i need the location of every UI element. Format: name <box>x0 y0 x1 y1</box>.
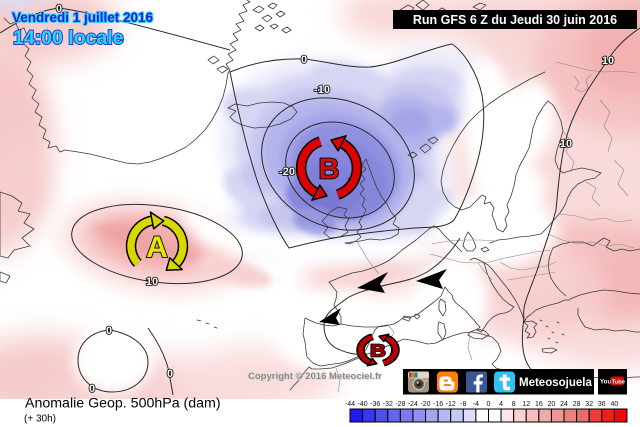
svg-text:0: 0 <box>487 401 491 408</box>
svg-text:Run GFS 6 Z du Jeudi 30 juin 2: Run GFS 6 Z du Jeudi 30 juin 2016 <box>413 13 617 27</box>
svg-text:24: 24 <box>560 401 568 408</box>
svg-text:8: 8 <box>512 401 516 408</box>
svg-text:You: You <box>600 379 611 386</box>
svg-text:36: 36 <box>598 401 606 408</box>
svg-text:10: 10 <box>560 138 572 150</box>
svg-text:-10: -10 <box>314 84 330 96</box>
svg-text:0: 0 <box>56 3 62 15</box>
svg-text:0: 0 <box>89 383 95 395</box>
svg-text:Copyright © 2016 Meteociel.fr: Copyright © 2016 Meteociel.fr <box>248 371 382 382</box>
svg-text:-24: -24 <box>408 401 418 408</box>
svg-text:14:00 locale: 14:00 locale <box>13 27 124 49</box>
svg-text:32: 32 <box>585 401 593 408</box>
svg-text:A: A <box>146 231 168 264</box>
svg-text:0: 0 <box>301 54 307 66</box>
svg-text:12: 12 <box>522 401 530 408</box>
svg-text:-8: -8 <box>460 401 466 408</box>
svg-text:B: B <box>319 153 340 185</box>
svg-text:10: 10 <box>602 55 614 67</box>
svg-text:0: 0 <box>167 368 173 380</box>
svg-text:Copyright © 2016 Meteociel.fr: Copyright © 2016 Meteociel.fr <box>249 372 383 383</box>
svg-text:Vendredi 1 juillet 2016: Vendredi 1 juillet 2016 <box>12 10 154 25</box>
svg-text:20: 20 <box>548 401 556 408</box>
svg-text:28: 28 <box>573 401 581 408</box>
svg-text:16: 16 <box>535 401 543 408</box>
svg-text:Anomalie Geop. 500hPa (dam): Anomalie Geop. 500hPa (dam) <box>25 396 221 412</box>
svg-text:-16: -16 <box>433 401 443 408</box>
svg-text:Tube: Tube <box>612 379 626 385</box>
svg-text:Meteosojuela: Meteosojuela <box>519 377 592 389</box>
svg-text:40: 40 <box>611 401 619 408</box>
svg-text:-20: -20 <box>279 166 295 178</box>
svg-text:-28: -28 <box>395 401 405 408</box>
svg-text:B: B <box>370 341 386 360</box>
svg-text:-32: -32 <box>383 401 393 408</box>
svg-text:(+ 30h): (+ 30h) <box>24 414 56 425</box>
svg-text:-20: -20 <box>420 401 430 408</box>
svg-text:4: 4 <box>499 401 503 408</box>
svg-text:-12: -12 <box>446 401 456 408</box>
svg-text:-44: -44 <box>345 401 355 408</box>
svg-text:-36: -36 <box>370 401 380 408</box>
svg-text:0: 0 <box>106 325 112 337</box>
svg-text:-40: -40 <box>358 401 368 408</box>
svg-text:10: 10 <box>146 276 158 288</box>
svg-text:-4: -4 <box>473 401 479 408</box>
